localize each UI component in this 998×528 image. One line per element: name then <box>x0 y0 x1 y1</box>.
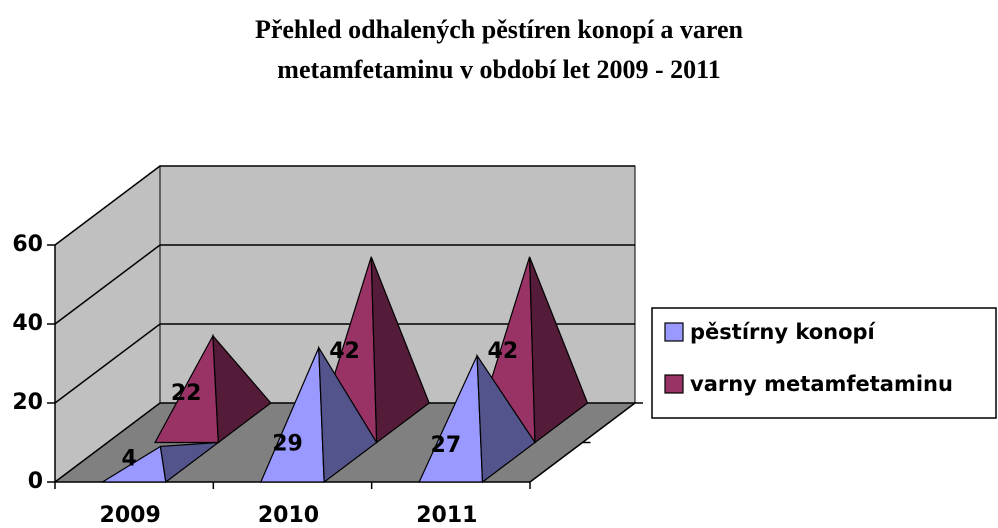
grid-line <box>54 244 635 325</box>
pyramid-side <box>528 256 589 444</box>
legend-swatch <box>664 322 684 342</box>
data-label: 42 <box>488 339 519 364</box>
legend-swatch <box>664 374 684 394</box>
pyramid <box>418 353 536 484</box>
pyramid-side <box>318 345 378 484</box>
x-tick-label: 2010 <box>258 503 319 528</box>
x-tick-label: 2011 <box>416 503 477 528</box>
y-tick-label: 20 <box>12 390 43 415</box>
data-label: 4 <box>122 447 137 472</box>
pyramid <box>259 345 378 484</box>
data-label: 22 <box>171 381 202 406</box>
legend-label: pěstírny konopí <box>690 320 877 344</box>
pyramid-side <box>370 256 430 444</box>
data-label: 29 <box>272 432 303 457</box>
legend-label: varny metamfetaminu <box>690 372 953 396</box>
pyramid-side <box>159 441 221 484</box>
data-label: 27 <box>431 433 462 458</box>
y-tick-label: 40 <box>12 311 43 336</box>
pyramid-side <box>476 353 536 484</box>
y-tick-label: 0 <box>28 469 43 494</box>
chart-title: Přehled odhalených pěstíren konopí a var… <box>254 15 744 84</box>
pyramid <box>100 441 221 484</box>
x-tick-label: 2009 <box>100 503 161 528</box>
pyramid <box>153 333 272 444</box>
data-label: 42 <box>329 339 360 364</box>
grid-line <box>54 323 635 404</box>
grid-line <box>54 165 635 246</box>
y-tick-label: 60 <box>12 232 43 257</box>
legend-box <box>651 307 997 419</box>
pyramid-side <box>212 334 272 444</box>
